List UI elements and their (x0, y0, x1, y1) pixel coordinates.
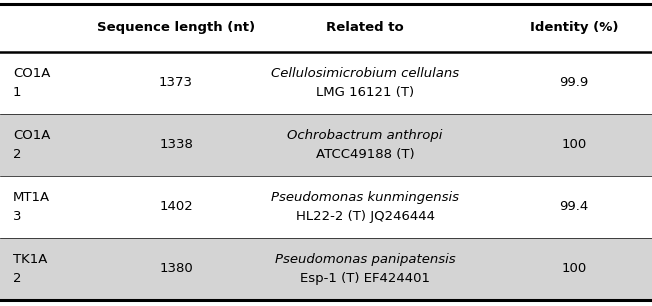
Text: 1373: 1373 (159, 76, 193, 89)
Text: 1380: 1380 (159, 263, 193, 275)
Text: 2: 2 (13, 148, 22, 161)
Text: Sequence length (nt): Sequence length (nt) (97, 21, 255, 35)
Text: Pseudomonas panipatensis: Pseudomonas panipatensis (274, 253, 456, 266)
Text: Related to: Related to (326, 21, 404, 35)
Text: 99.9: 99.9 (559, 76, 588, 89)
Text: Pseudomonas kunmingensis: Pseudomonas kunmingensis (271, 191, 459, 204)
Text: 99.4: 99.4 (559, 200, 588, 214)
Bar (0, 114, 652, 176)
Text: 1: 1 (13, 86, 22, 99)
Text: Cellulosimicrobium cellulans: Cellulosimicrobium cellulans (271, 67, 459, 80)
Text: ATCC49188 (T): ATCC49188 (T) (316, 148, 415, 161)
Text: CO1A: CO1A (13, 67, 50, 80)
Text: Ochrobactrum anthropi: Ochrobactrum anthropi (288, 129, 443, 142)
Text: Identity (%): Identity (%) (529, 21, 618, 35)
Text: LMG 16121 (T): LMG 16121 (T) (316, 86, 414, 99)
Bar (0, 52, 652, 114)
Text: CO1A: CO1A (13, 129, 50, 142)
Text: 1338: 1338 (159, 139, 193, 151)
Bar (0, 176, 652, 238)
Text: 1402: 1402 (159, 200, 193, 214)
Text: TK1A: TK1A (13, 253, 48, 266)
Text: 100: 100 (561, 263, 586, 275)
Text: Esp-1 (T) EF424401: Esp-1 (T) EF424401 (300, 272, 430, 285)
Text: 100: 100 (561, 139, 586, 151)
Text: HL22-2 (T) JQ246444: HL22-2 (T) JQ246444 (295, 210, 435, 223)
Text: 2: 2 (13, 272, 22, 285)
Bar (0, 238, 652, 300)
Text: 3: 3 (13, 210, 22, 223)
Text: MT1A: MT1A (13, 191, 50, 204)
